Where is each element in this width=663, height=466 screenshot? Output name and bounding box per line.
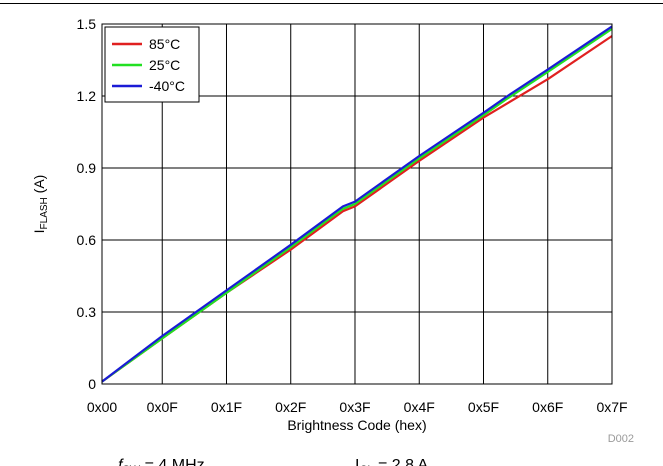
icl-subscript: CL (359, 464, 373, 466)
top-rule (0, 3, 663, 4)
condition-current-limit: ICL = 2.8 A (355, 457, 429, 466)
condition-switching-frequency: fSW = 4 MHz (118, 457, 205, 466)
y-axis-title-main: I (31, 229, 47, 233)
legend-label: -40°C (149, 78, 185, 94)
x-tick-label: 0x0F (147, 399, 178, 415)
y-tick-label: 0.9 (77, 160, 97, 176)
y-axis-title-unit: (A) (31, 175, 47, 198)
x-tick-label: 0x7F (596, 399, 627, 415)
legend-label: 25°C (149, 57, 180, 73)
y-tick-label: 0 (88, 376, 96, 392)
icl-symbol: I (355, 457, 359, 466)
fsw-subscript: SW (122, 464, 140, 466)
figure-code: D002 (608, 433, 634, 445)
series-line-3 (101, 25, 613, 383)
x-tick-label: 0x6F (532, 399, 563, 415)
x-tick-label: 0x2F (275, 399, 306, 415)
y-tick-labels: 0 0.3 0.6 0.9 1.2 1.5 (77, 16, 97, 392)
legend: 85°C 25°C -40°C (104, 26, 200, 103)
x-tick-label: 0x3F (339, 399, 370, 415)
x-tick-label: 0x00 (87, 399, 118, 415)
plot-frame (101, 23, 613, 385)
fsw-symbol: f (118, 457, 124, 466)
y-tick-label: 0.6 (77, 232, 97, 248)
y-axis-title-sub: FLASH (39, 197, 50, 229)
x-tick-label: 0x5F (468, 399, 499, 415)
series-line-2 (101, 27, 613, 383)
x-tick-labels: 0x00 0x0F 0x1F 0x2F 0x3F 0x4F 0x5F 0x6F 0x7F (87, 399, 628, 415)
y-tick-label: 0.3 (77, 304, 97, 320)
x-tick-label: 0x4F (404, 399, 435, 415)
series-layer (101, 25, 613, 383)
legend-label: 85°C (149, 36, 180, 52)
fsw-value: = 4 MHz (140, 457, 204, 466)
x-tick-label: 0x1F (211, 399, 242, 415)
y-tick-label: 1.2 (77, 88, 97, 104)
y-axis-title: IFLASH (A) (31, 175, 50, 234)
icl-value: = 2.8 A (374, 457, 429, 466)
y-tick-label: 1.5 (77, 16, 97, 32)
x-axis-title: Brightness Code (hex) (287, 417, 426, 433)
